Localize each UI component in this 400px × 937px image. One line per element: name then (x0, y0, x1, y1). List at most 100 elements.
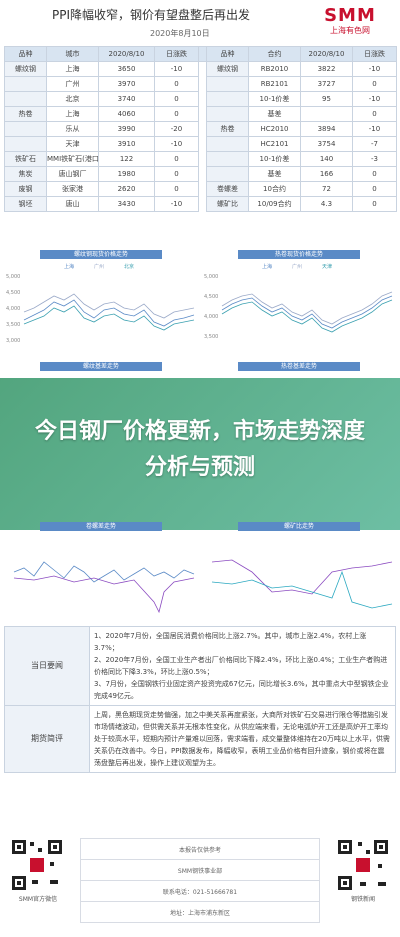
category-cell (4, 121, 47, 137)
col-header: 2020/8/10 (98, 46, 155, 62)
y-tick-label: 3,500 (204, 334, 218, 340)
y-tick-label: 4,000 (204, 314, 218, 320)
price-cell: 4060 (98, 106, 155, 122)
y-tick-label: 4,500 (204, 294, 218, 300)
price-table: 品种 城市 2020/8/10 日涨跌 品种 合约 2020/8/10 日涨跌 … (4, 46, 397, 212)
qr-code-right[interactable] (336, 838, 390, 892)
gap-cell (198, 91, 207, 107)
price-cell: 0 (352, 196, 397, 212)
qr-code-left[interactable] (10, 838, 64, 892)
y-tick-label: 4,500 (6, 290, 20, 296)
y-tick-label: 3,500 (6, 322, 20, 328)
col-header: 2020/8/10 (300, 46, 353, 62)
chart-title: 螺纹基差走势 (40, 362, 162, 371)
price-cell: HC2010 (248, 121, 301, 137)
chart-rebar-spot-plot: 5,000 4,500 4,000 3,500 3,000 上海 广州 北京 (6, 263, 195, 344)
gap-cell (198, 166, 207, 182)
price-row: 废钢 张家港 2620 0 卷螺差 10合约 72 0 (4, 181, 397, 197)
chart-hrc-spot: 热卷现货价格走势 5,000 4,500 4,000 3,500 上海 广州 天… (202, 250, 396, 354)
logo-subtitle: 上海有色网 (330, 26, 370, 35)
price-cell: 0 (154, 106, 199, 122)
category-cell: 卷螺差 (206, 181, 249, 197)
price-cell: 166 (300, 166, 353, 182)
price-cell (300, 106, 353, 122)
col-header: 城市 (46, 46, 99, 62)
news-label: 当日要闻 (4, 626, 90, 706)
price-cell: 140 (300, 151, 353, 167)
price-row: 天津 3910 -10 HC2101 3754 -7 (4, 136, 397, 152)
price-cell: 0 (154, 181, 199, 197)
y-tick-label: 4,000 (6, 306, 20, 312)
price-row: 螺纹钢 上海 3650 -10 螺纹钢 RB2010 3822 -10 (4, 61, 397, 77)
price-cell: 3754 (300, 136, 353, 152)
series-line (211, 570, 393, 609)
report-header: PPI降幅收窄，钢价有望盘整后再出发 2020年8月10日 SMM 上海有色网 (0, 0, 400, 46)
price-table-body: 螺纹钢 上海 3650 -10 螺纹钢 RB2010 3822 -10 广州 3970 0 RB210… (4, 61, 397, 212)
analysis-content: 上周，黑色期现货走势偏强，加之中美关系再度紧张，大商所对铁矿石交易进行限仓等措施… (89, 705, 396, 773)
chart-title: 螺矿比走势 (238, 522, 360, 531)
price-cell: 3430 (98, 196, 155, 212)
category-cell (206, 166, 249, 182)
price-cell: 10合约 (248, 181, 301, 197)
series-line (221, 295, 393, 329)
series-line (13, 575, 195, 614)
logo-text: SMM (324, 5, 376, 26)
price-cell: 3740 (98, 91, 155, 107)
gap-cell (198, 76, 207, 92)
legend-item: 北京 (124, 263, 134, 270)
price-cell: 1980 (98, 166, 155, 182)
report-footer: SMM官方微信 本报告仅供参考 SMM钢铁事业部 联系电话：021-516667… (0, 830, 400, 937)
y-tick-label: 3,000 (6, 338, 20, 344)
price-cell: 10-1价差 (248, 151, 301, 167)
category-cell (206, 151, 249, 167)
legend-item: 广州 (94, 263, 104, 270)
price-cell: 0 (154, 76, 199, 92)
news-content: 1、2020年7月份，全国居民消费价格同比上涨2.7%。其中，城市上涨2.4%，… (89, 626, 396, 706)
series-line (23, 299, 195, 327)
report-title: PPI降幅收窄，钢价有望盘整后再出发 (52, 8, 251, 22)
price-cell: 72 (300, 181, 353, 197)
price-cell: 乐从 (46, 121, 99, 137)
price-cell: 3970 (98, 76, 155, 92)
category-cell: 热卷 (4, 106, 47, 122)
price-row: 钢坯 唐山 3430 -10 螺矿比 10/09合约 4.3 0 (4, 196, 397, 212)
qr-caption-right: 钢铁新闻 (350, 896, 375, 903)
report-date: 2020年8月10日 (150, 29, 210, 38)
footer-info-table: 本报告仅供参考 SMM钢铁事业部 联系电话：021-51666781 地址：上海… (80, 838, 320, 923)
price-cell: 10-1价差 (248, 91, 301, 107)
price-cell: HC2101 (248, 136, 301, 152)
news-row: 当日要闻 1、2020年7月份，全国居民消费价格同比上涨2.7%。其中，城市上涨… (4, 626, 396, 706)
category-cell (4, 136, 47, 152)
news-item: 2、2020年7月份，全国工业生产者出厂价格同比下降2.4%，环比上涨0.4%；… (94, 656, 388, 676)
price-cell: 95 (300, 91, 353, 107)
category-cell: 螺矿比 (206, 196, 249, 212)
gap-cell (198, 61, 207, 77)
category-cell: 螺纹钢 (206, 61, 249, 77)
price-row: 广州 3970 0 RB2101 3727 0 (4, 76, 397, 92)
chart-title: 卷螺差走势 (40, 522, 162, 531)
news-item: 1、2020年7月份，全国居民消费价格同比上涨2.7%。其中，城市上涨2.4%，… (94, 632, 367, 652)
price-cell: 10/09合约 (248, 196, 301, 212)
chart-title: 螺纹钢现货价格走势 (40, 250, 162, 259)
category-cell (4, 76, 47, 92)
qr-icon (10, 838, 64, 892)
legend-item: 上海 (262, 263, 272, 270)
price-cell: 0 (352, 181, 397, 197)
price-cell: RB2010 (248, 61, 301, 77)
y-tick-label: 5,000 (204, 274, 218, 280)
price-cell: 3650 (98, 61, 155, 77)
category-cell: 铁矿石 (4, 151, 47, 167)
price-cell: 0 (352, 76, 397, 92)
price-cell: -10 (154, 196, 199, 212)
price-cell: 3822 (300, 61, 353, 77)
price-cell: -10 (352, 61, 397, 77)
price-cell: 基差 (248, 166, 301, 182)
price-cell: 3894 (300, 121, 353, 137)
category-cell (206, 106, 249, 122)
chart-spread-plot (13, 561, 195, 614)
col-header: 品种 (206, 46, 249, 62)
footer-row: 本报告仅供参考 (80, 838, 320, 860)
footer-row: 地址：上海市浦东新区 (80, 901, 320, 923)
chart-hrc-rebar-spread: 卷螺差走势 (4, 522, 198, 626)
